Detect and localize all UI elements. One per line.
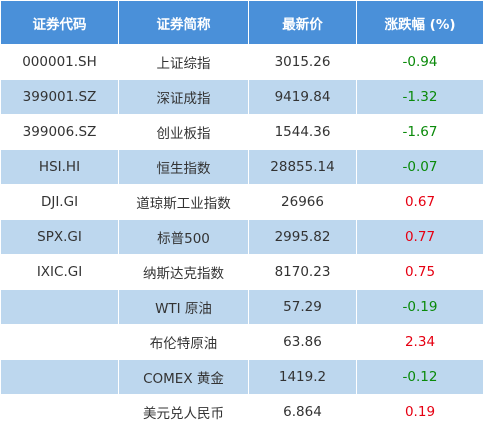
table-cell: 标普500 <box>118 219 249 255</box>
table-cell <box>0 394 119 428</box>
table-cell: 1544.36 <box>248 114 357 150</box>
table-cell: 63.86 <box>248 324 357 360</box>
table-row: 399006.SZ 创业板指 1544.36 -1.67 <box>0 114 483 150</box>
change-cell: -1.67 <box>356 114 483 150</box>
table-cell: IXIC.GI <box>0 254 119 290</box>
table-cell: WTI 原油 <box>118 289 249 325</box>
table-cell: 深证成指 <box>118 79 249 115</box>
header-cell: 最新价 <box>248 0 357 45</box>
table-cell: 8170.23 <box>248 254 357 290</box>
table-cell: 上证综指 <box>118 44 249 80</box>
change-cell: -0.07 <box>356 149 483 185</box>
change-cell: 0.77 <box>356 219 483 255</box>
table-cell: 美元兑人民币 <box>118 394 249 428</box>
table-cell: 26966 <box>248 184 357 220</box>
change-cell: -0.19 <box>356 289 483 325</box>
change-cell: 0.19 <box>356 394 483 428</box>
table-body: 000001.SH 上证综指 3015.26 -0.94 399001.SZ 深证成指 94… <box>0 44 483 428</box>
table-cell: 28855.14 <box>248 149 357 185</box>
table-row: WTI 原油 57.29 -0.19 <box>0 289 483 325</box>
table-cell: 9419.84 <box>248 79 357 115</box>
table-row: COMEX 黄金 1419.2 -0.12 <box>0 359 483 395</box>
table-cell: 57.29 <box>248 289 357 325</box>
table-cell: 2995.82 <box>248 219 357 255</box>
table-cell: 1419.2 <box>248 359 357 395</box>
table-cell <box>0 359 119 395</box>
table-cell: 399006.SZ <box>0 114 119 150</box>
table-cell: 6.864 <box>248 394 357 428</box>
table-cell: COMEX 黄金 <box>118 359 249 395</box>
table-cell: 000001.SH <box>0 44 119 80</box>
header-cell: 证券代码 <box>0 0 119 45</box>
change-cell: 0.75 <box>356 254 483 290</box>
table-cell <box>0 289 119 325</box>
change-cell: -0.94 <box>356 44 483 80</box>
table-row: 布伦特原油 63.86 2.34 <box>0 324 483 360</box>
table-cell: 恒生指数 <box>118 149 249 185</box>
header-cell: 证券简称 <box>118 0 249 45</box>
change-cell: 2.34 <box>356 324 483 360</box>
table-cell: SPX.GI <box>0 219 119 255</box>
table-row: HSI.HI 恒生指数 28855.14 -0.07 <box>0 149 483 185</box>
header-row: 证券代码 证券简称 最新价 涨跌幅 (%) <box>0 0 483 45</box>
table-row: IXIC.GI 纳斯达克指数 8170.23 0.75 <box>0 254 483 290</box>
table-row: 000001.SH 上证综指 3015.26 -0.94 <box>0 44 483 80</box>
table-cell: DJI.GI <box>0 184 119 220</box>
change-cell: 0.67 <box>356 184 483 220</box>
table-cell: 创业板指 <box>118 114 249 150</box>
table-row: 399001.SZ 深证成指 9419.84 -1.32 <box>0 79 483 115</box>
table-cell: 纳斯达克指数 <box>118 254 249 290</box>
table-cell: 399001.SZ <box>0 79 119 115</box>
table-row: DJI.GI 道琼斯工业指数 26966 0.67 <box>0 184 483 220</box>
header-cell: 涨跌幅 (%) <box>356 0 483 45</box>
table-cell: 道琼斯工业指数 <box>118 184 249 220</box>
table-cell <box>0 324 119 360</box>
table-row: 美元兑人民币 6.864 0.19 <box>0 394 483 428</box>
table-cell: HSI.HI <box>0 149 119 185</box>
table-cell: 布伦特原油 <box>118 324 249 360</box>
change-cell: -0.12 <box>356 359 483 395</box>
change-cell: -1.32 <box>356 79 483 115</box>
table-row: SPX.GI 标普500 2995.82 0.77 <box>0 219 483 255</box>
table-cell: 3015.26 <box>248 44 357 80</box>
